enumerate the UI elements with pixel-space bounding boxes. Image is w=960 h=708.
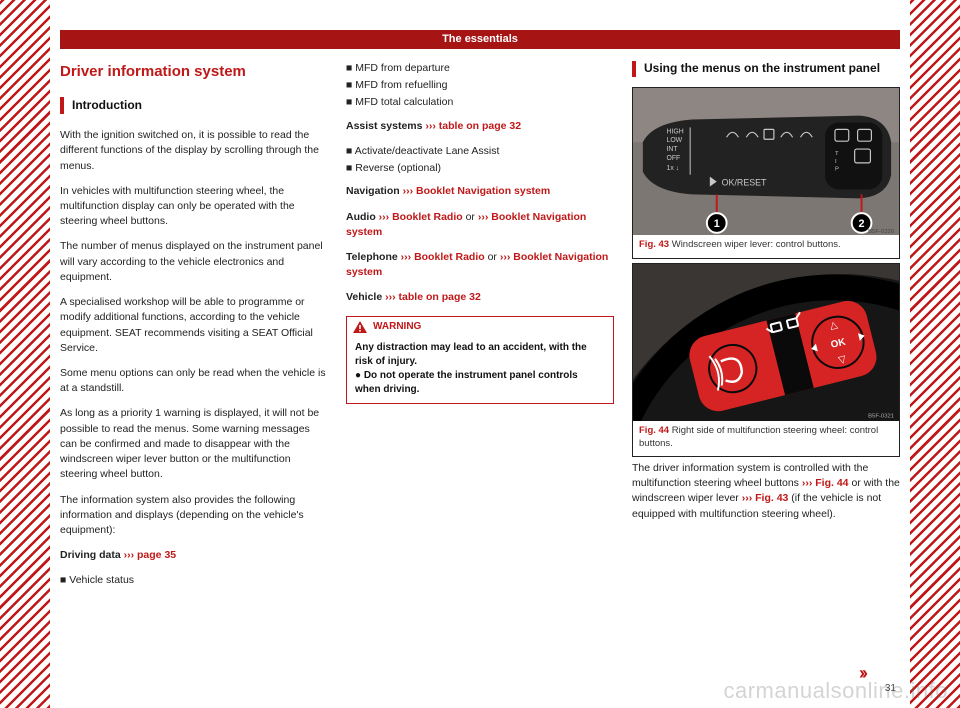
warning-body: Any distraction may lead to an accident,… bbox=[347, 337, 613, 403]
figure-caption-text: Right side of multifunction steering whe… bbox=[639, 425, 878, 448]
fig43-caption: Fig. 43 Windscreen wiper lever: control … bbox=[633, 235, 899, 257]
subhead-introduction: Introduction bbox=[60, 97, 328, 114]
vehicle-heading: Vehicle ››› table on page 32 bbox=[346, 290, 614, 305]
figure-number: Fig. 43 bbox=[639, 239, 669, 250]
driving-data-heading: Driving data ››› page 35 bbox=[60, 548, 328, 563]
warning-triangle-icon bbox=[353, 321, 367, 333]
paragraph: The driver information system is control… bbox=[632, 461, 900, 522]
warning-title: WARNING bbox=[373, 320, 421, 335]
paragraph: With the ignition switched on, it is pos… bbox=[60, 128, 328, 174]
label: Telephone bbox=[346, 251, 398, 263]
list-item: Activate/deactivate Lane Assist bbox=[346, 144, 614, 159]
warning-text: Any distraction may lead to an accident,… bbox=[355, 341, 605, 369]
svg-text:OK/RESET: OK/RESET bbox=[722, 177, 767, 187]
assist-list: Activate/deactivate Lane Assist Reverse … bbox=[346, 144, 614, 176]
nav-heading: Navigation ››› Booklet Navigation system bbox=[346, 184, 614, 199]
paragraph: Some menu options can only be read when … bbox=[60, 366, 328, 396]
label: or bbox=[463, 211, 478, 223]
assist-heading: Assist systems ››› table on page 32 bbox=[346, 119, 614, 134]
figure-caption-text: Windscreen wiper lever: control buttons. bbox=[672, 239, 841, 250]
column-3: Using the menus on the instrument panel … bbox=[632, 61, 900, 597]
figure-44: △ OK ▽ B5F-0321 bbox=[632, 263, 900, 457]
svg-text:LOW: LOW bbox=[667, 137, 683, 144]
cross-ref: ››› table on page 32 bbox=[385, 291, 481, 303]
cross-ref: ››› Booklet Radio bbox=[379, 211, 463, 223]
page-title: Driver information system bbox=[60, 61, 328, 83]
cross-ref: ››› Fig. 44 bbox=[802, 477, 849, 489]
figure-43: HIGH LOW INT OFF 1x ↓ bbox=[632, 87, 900, 259]
fig44-caption: Fig. 44 Right side of multifunction stee… bbox=[633, 421, 899, 456]
subhead-using-menus: Using the menus on the instrument panel bbox=[632, 61, 900, 77]
svg-text:1: 1 bbox=[714, 217, 720, 229]
svg-text:2: 2 bbox=[859, 217, 865, 229]
right-hatch-pattern bbox=[910, 0, 960, 708]
driving-data-list: Vehicle status bbox=[60, 573, 328, 588]
warning-text: Do not operate the instrument panel cont… bbox=[355, 369, 605, 397]
svg-text:1x ↓: 1x ↓ bbox=[667, 164, 680, 171]
label: Navigation bbox=[346, 185, 400, 197]
fig43-illustration: HIGH LOW INT OFF 1x ↓ bbox=[633, 88, 899, 236]
fig44-illustration: △ OK ▽ B5F-0321 bbox=[633, 264, 899, 422]
telephone-heading: Telephone ››› Booklet Radio or ››› Bookl… bbox=[346, 250, 614, 280]
paragraph: As long as a priority 1 warning is displ… bbox=[60, 406, 328, 482]
label: Audio bbox=[346, 211, 376, 223]
svg-text:T: T bbox=[835, 151, 839, 157]
section-banner: The essentials bbox=[60, 30, 900, 49]
label: Driving data bbox=[60, 549, 121, 561]
page-content: The essentials Driver information system… bbox=[60, 30, 900, 597]
paragraph: A specialised workshop will be able to p… bbox=[60, 295, 328, 356]
warning-box: WARNING Any distraction may lead to an a… bbox=[346, 316, 614, 405]
cross-ref: ››› Booklet Radio bbox=[401, 251, 485, 263]
list-item: MFD from departure bbox=[346, 61, 614, 76]
svg-text:INT: INT bbox=[667, 146, 679, 153]
audio-heading: Audio ››› Booklet Radio or ››› Booklet N… bbox=[346, 210, 614, 240]
cross-ref: ››› page 35 bbox=[124, 549, 177, 561]
mfd-list: MFD from departure MFD from refuelling M… bbox=[346, 61, 614, 111]
left-hatch-pattern bbox=[0, 0, 50, 708]
list-item: MFD from refuelling bbox=[346, 78, 614, 93]
cross-ref: ››› table on page 32 bbox=[425, 120, 521, 132]
list-item: Vehicle status bbox=[60, 573, 328, 588]
cross-ref: ››› Fig. 43 bbox=[742, 492, 789, 504]
figure-number: Fig. 44 bbox=[639, 425, 669, 436]
column-1: Driver information system Introduction W… bbox=[60, 61, 328, 597]
svg-text:OFF: OFF bbox=[667, 155, 681, 162]
cross-ref: ››› Booklet Navigation system bbox=[403, 185, 551, 197]
watermark: carmanualsonline.info bbox=[723, 678, 948, 704]
column-2: MFD from departure MFD from refuelling M… bbox=[346, 61, 614, 597]
svg-text:P: P bbox=[835, 166, 839, 172]
label: or bbox=[485, 251, 500, 263]
svg-text:HIGH: HIGH bbox=[667, 128, 684, 135]
list-item: MFD total calculation bbox=[346, 95, 614, 110]
label: Assist systems bbox=[346, 120, 422, 132]
paragraph: In vehicles with multifunction steering … bbox=[60, 184, 328, 230]
paragraph: The number of menus displayed on the ins… bbox=[60, 239, 328, 285]
label: Vehicle bbox=[346, 291, 382, 303]
warning-header: WARNING bbox=[347, 317, 613, 338]
list-item: Reverse (optional) bbox=[346, 161, 614, 176]
paragraph: The information system also provides the… bbox=[60, 493, 328, 539]
svg-text:B5F-0321: B5F-0321 bbox=[868, 413, 894, 419]
svg-text:B5F-0320: B5F-0320 bbox=[868, 228, 895, 234]
